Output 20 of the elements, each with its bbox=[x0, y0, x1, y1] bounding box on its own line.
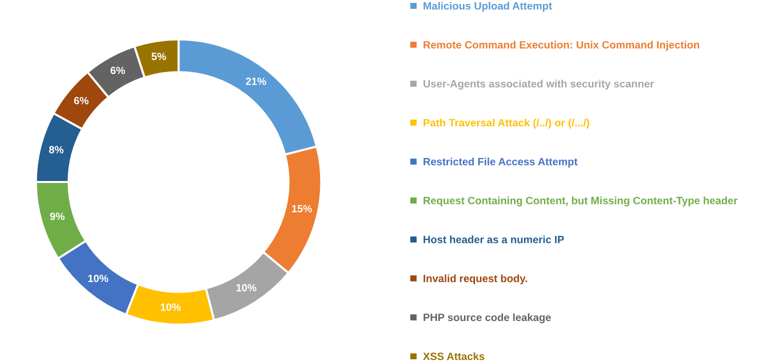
data-label: 21% bbox=[246, 78, 266, 85]
legend-label: Restricted File Access Attempt bbox=[424, 158, 578, 168]
legend-label: Invalid request body. bbox=[424, 274, 528, 284]
legend-label: Request Containing Content, but Missing Content-Type header bbox=[424, 196, 738, 206]
data-label: 6% bbox=[74, 96, 89, 104]
data-label: 6% bbox=[110, 66, 125, 74]
data-label: 10% bbox=[160, 303, 181, 311]
data-label: 5% bbox=[152, 52, 166, 60]
data-label: 8% bbox=[49, 146, 64, 154]
legend-label: Host header as a numeric IP bbox=[424, 236, 564, 244]
legend-label: Path Traversal Attack (/../) or (/.../) bbox=[424, 118, 590, 129]
legend-label: User-Agents associated with security scanner bbox=[424, 80, 654, 90]
data-label: 10% bbox=[88, 274, 108, 282]
legend-label: Remote Command Execution: Unix Command Injection bbox=[424, 40, 700, 51]
data-label: 15% bbox=[292, 204, 312, 212]
legend-label: PHP source code leakage bbox=[424, 313, 551, 324]
legend-label: Malicious Upload Attempt bbox=[424, 2, 552, 12]
data-label: 10% bbox=[236, 284, 256, 292]
data-label: 9% bbox=[50, 212, 65, 220]
legend-label: XSS Attacks bbox=[423, 352, 484, 360]
